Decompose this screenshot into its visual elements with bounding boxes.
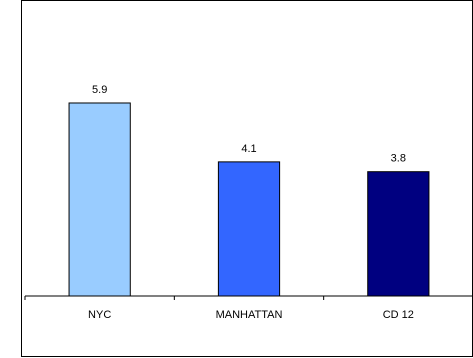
data-label: 5.9 (92, 84, 107, 96)
x-tick-label: MANHATTAN (216, 309, 283, 321)
data-label: 3.8 (391, 153, 406, 165)
data-label: 4.1 (241, 143, 256, 155)
x-tick-label: NYC (88, 309, 111, 321)
bar (217, 161, 281, 297)
bar (68, 102, 131, 297)
bar (367, 171, 430, 297)
x-tick-label: CD 12 (383, 309, 414, 321)
